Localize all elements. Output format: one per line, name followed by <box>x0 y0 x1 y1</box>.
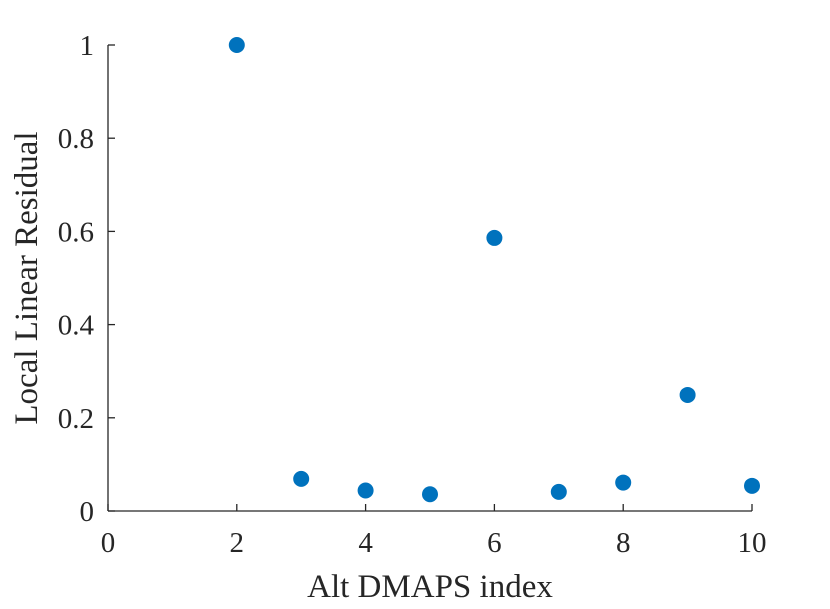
data-point <box>422 486 438 503</box>
x-tick-label: 0 <box>101 527 116 559</box>
y-axis-label: Local Linear Residual <box>9 131 45 424</box>
data-point <box>679 386 696 403</box>
x-ticks: 0 2 4 6 8 10 <box>101 504 767 559</box>
data-point <box>357 482 374 499</box>
y-tick-label: 0.2 <box>58 403 94 435</box>
data-point <box>550 483 567 500</box>
data-point <box>228 37 245 53</box>
y-tick-label: 0.4 <box>58 310 95 342</box>
y-tick-label: 0.8 <box>58 123 94 155</box>
data-point <box>615 474 632 491</box>
axes <box>107 45 752 512</box>
x-tick-label: 10 <box>738 527 767 559</box>
y-ticks: 0 0.2 0.4 0.6 0.8 1 <box>58 30 115 528</box>
x-tick-label: 8 <box>616 527 631 559</box>
data-point <box>744 477 760 494</box>
y-tick-label: 0 <box>80 496 95 528</box>
data-points <box>228 37 760 503</box>
x-tick-label: 4 <box>358 527 373 559</box>
x-axis-label: Alt DMAPS index <box>307 569 553 605</box>
y-tick-label: 1 <box>80 30 95 62</box>
x-tick-label: 2 <box>230 527 245 559</box>
data-point <box>486 229 503 246</box>
data-point <box>293 470 310 487</box>
y-tick-label: 0.6 <box>58 216 94 248</box>
x-tick-label: 6 <box>487 527 502 559</box>
